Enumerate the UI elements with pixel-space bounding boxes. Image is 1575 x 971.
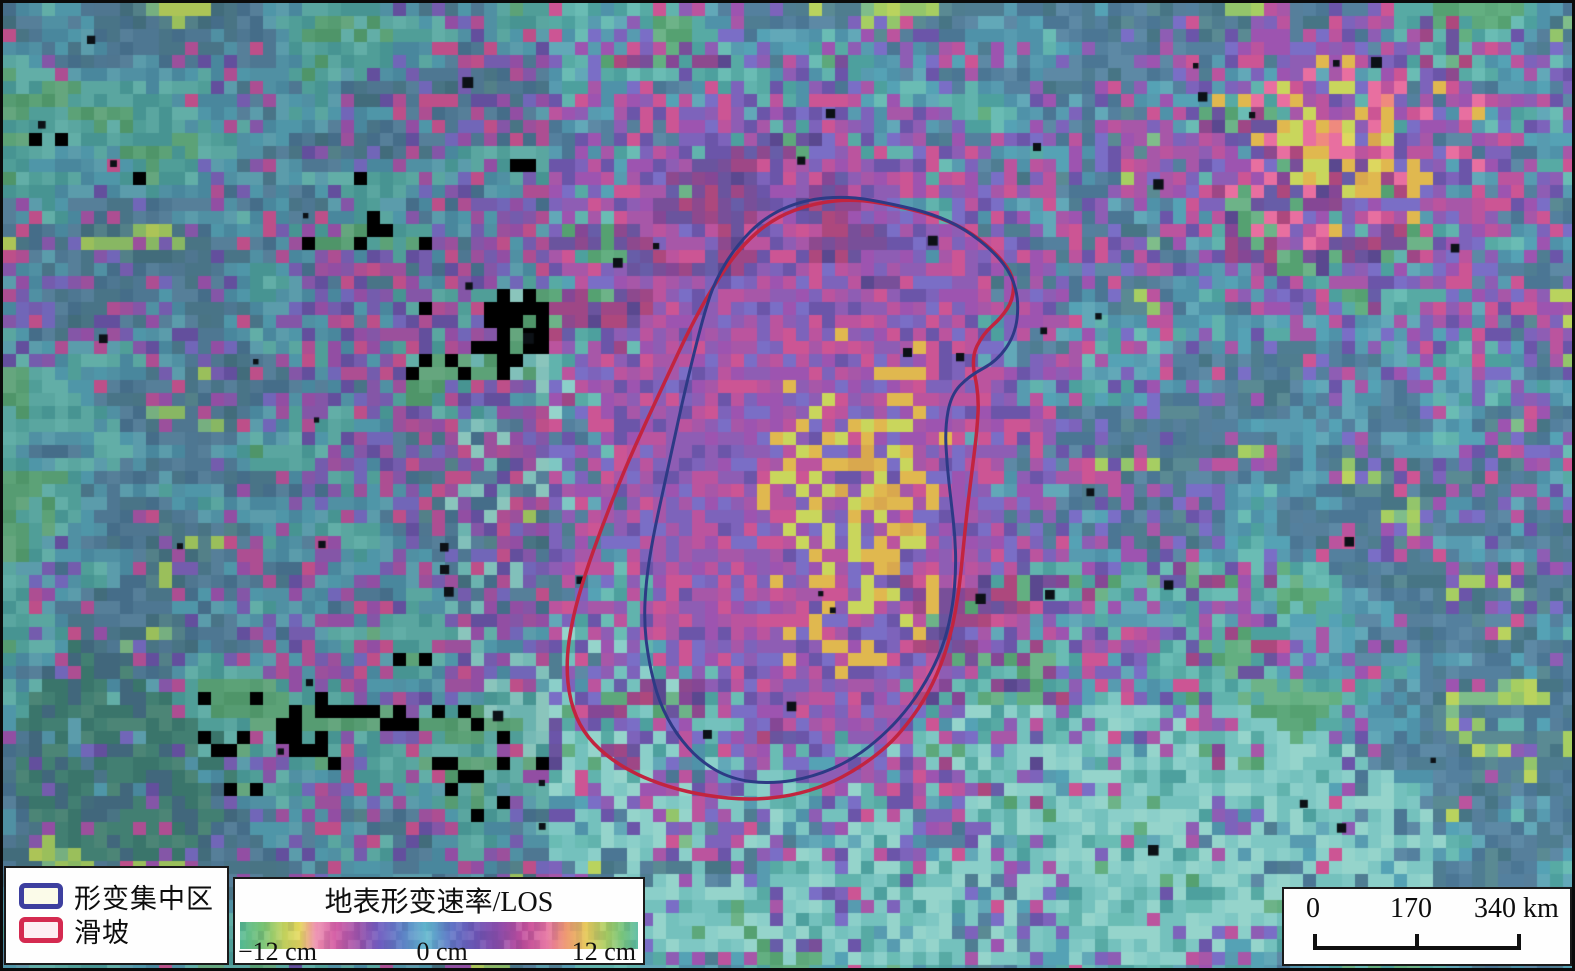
- scale-tick-label-170: 170: [1390, 893, 1432, 924]
- legend-label-deformation-zone: 形变集中区: [74, 883, 214, 914]
- colorbar-gradient: [240, 922, 638, 949]
- colorbar-tick-min: −12 cm: [238, 937, 317, 966]
- scale-bar-tick: [1415, 934, 1419, 949]
- legend-item: 滑坡: [19, 913, 227, 948]
- scale-tick-label-340: 340 km: [1474, 893, 1559, 924]
- map-legend: 形变集中区 滑坡: [4, 866, 229, 965]
- colorbar: 地表形变速率/LOS −12 cm 0 cm 12 cm: [233, 877, 645, 966]
- scale-bar: 0 170 340 km: [1282, 887, 1572, 966]
- legend-label-landslide: 滑坡: [74, 917, 130, 948]
- scale-tick-label-0: 0: [1306, 893, 1320, 924]
- deformation-zone-swatch: [19, 883, 63, 909]
- colorbar-tick-max: 12 cm: [571, 937, 636, 966]
- legend-item: 形变集中区: [19, 879, 227, 914]
- landslide-outline: [565, 198, 1016, 801]
- colorbar-tick-zero: 0 cm: [416, 937, 468, 966]
- landslide-swatch: [19, 917, 63, 943]
- scale-bar-tick: [1517, 934, 1521, 949]
- colorbar-title: 地表形变速率/LOS: [324, 887, 554, 918]
- annotation-overlay: [565, 195, 1020, 801]
- colorbar-tick-labels: −12 cm 0 cm 12 cm: [235, 937, 643, 966]
- scale-bar-line: [1313, 934, 1521, 950]
- scale-bar-tick: [1313, 934, 1317, 949]
- deformation-zone-outline: [643, 195, 1020, 785]
- deformation-raster: [3, 3, 1572, 968]
